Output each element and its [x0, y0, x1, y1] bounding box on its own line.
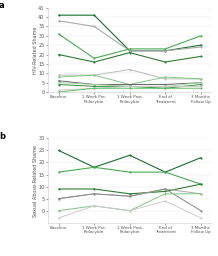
Text: b: b [0, 132, 5, 141]
Text: a: a [0, 1, 5, 10]
Y-axis label: HIV-Related Shame: HIV-Related Shame [33, 26, 38, 73]
Y-axis label: Sexual Abuse-Related Shame: Sexual Abuse-Related Shame [33, 145, 38, 217]
